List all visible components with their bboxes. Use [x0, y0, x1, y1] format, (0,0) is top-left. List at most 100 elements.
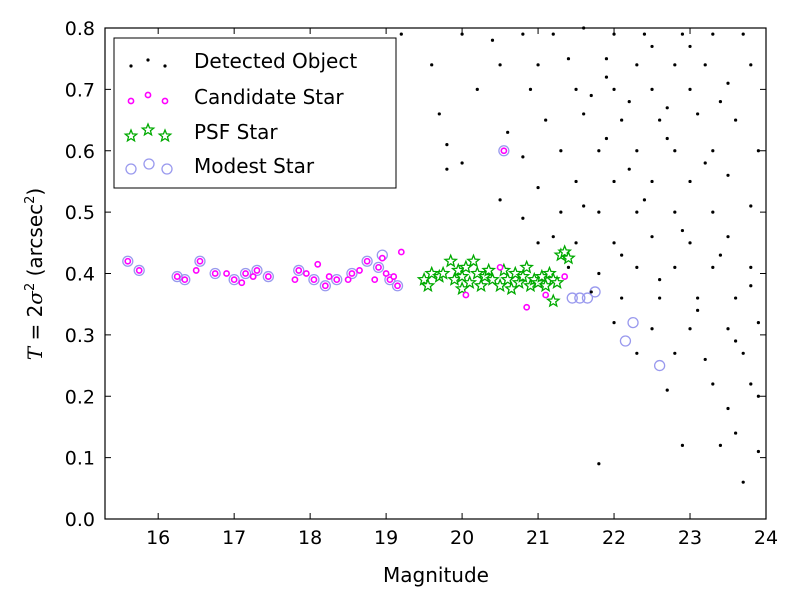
- detected-object-point: [703, 63, 707, 67]
- detected-object-point: [612, 179, 616, 184]
- detected-object-point: [756, 449, 761, 454]
- candidate-star-point: [253, 267, 261, 274]
- detected-object-point: [696, 112, 700, 116]
- modest-star-point: [251, 264, 263, 277]
- modest-star-point: [239, 267, 252, 280]
- detected-object-point: [665, 136, 669, 141]
- detected-object-point: [620, 253, 624, 257]
- x-tick-label: 20: [450, 527, 474, 549]
- detected-object-point: [544, 118, 548, 122]
- detected-object-point: [566, 265, 571, 269]
- psf-star-point: [534, 268, 550, 283]
- legend-marker-candidate: [144, 91, 152, 99]
- points-layer: [122, 26, 761, 484]
- detected-object-point: [612, 321, 616, 325]
- legend-label-detected: Detected Object: [194, 49, 357, 73]
- detected-object-point: [604, 57, 609, 61]
- legend-marker-psf: [140, 122, 156, 137]
- candidate-star-point: [135, 267, 143, 274]
- legend-marker-modest: [125, 163, 137, 175]
- detected-object-point: [665, 106, 669, 110]
- detected-object-point: [635, 351, 639, 355]
- legend: Detected Object Candidate Star PSF Star …: [113, 37, 397, 189]
- detected-object-point: [559, 210, 563, 214]
- modest-star-point: [627, 316, 639, 329]
- candidate-star-point: [230, 276, 238, 284]
- x-tick-label: 23: [678, 527, 702, 549]
- detected-object-point: [635, 63, 639, 67]
- y-label-eq: = 2: [23, 305, 47, 347]
- modest-star-point: [133, 264, 145, 277]
- detected-object-point: [734, 118, 738, 122]
- axis-ticks: 16 17 18 19 20 21 22 23 24 0.0 0.1 0.2 0.3 0.4 0.5 0.6 0…: [65, 18, 778, 549]
- detected-object-point: [650, 44, 654, 49]
- y-label-paren-close: ): [23, 188, 47, 196]
- candidate-star-point: [344, 276, 352, 284]
- psf-star-point: [435, 265, 451, 280]
- detected-object-point: [665, 388, 669, 392]
- detected-object-point: [726, 81, 730, 85]
- legend-box: [113, 37, 397, 189]
- x-tick-label: 24: [754, 527, 778, 549]
- x-tick-label: 21: [526, 527, 550, 549]
- modest-star-point: [308, 273, 320, 286]
- modest-star-point: [391, 280, 404, 292]
- detected-object-point: [635, 210, 639, 214]
- detected-object-point: [597, 271, 601, 276]
- detected-object-point: [711, 149, 715, 153]
- psf-star-point: [462, 274, 478, 289]
- candidate-star-point: [390, 273, 398, 280]
- detected-object-point: [597, 210, 601, 214]
- y-axis-label: T = 2σ2 (arcsec2): [23, 188, 47, 361]
- candidate-star-point: [223, 270, 230, 277]
- detected-object-point: [574, 241, 578, 245]
- y-label-sigma: σ: [23, 290, 47, 305]
- detected-object-point: [650, 179, 654, 184]
- detected-object-point: [574, 179, 578, 184]
- psf-star-point: [545, 293, 561, 308]
- modest-star-point: [179, 273, 191, 286]
- candidate-star-point: [211, 270, 219, 277]
- detected-object-point: [680, 32, 685, 36]
- y-tick-label: 0.5: [65, 202, 95, 224]
- legend-markers: [123, 58, 173, 175]
- detected-object-point: [756, 394, 761, 398]
- psf-star-point: [507, 265, 523, 280]
- detected-object-point: [620, 118, 624, 122]
- modest-star-point: [209, 267, 221, 280]
- detected-object-point: [650, 87, 654, 91]
- detected-object-point: [749, 382, 753, 386]
- detected-object-point: [696, 308, 700, 312]
- candidate-star-point: [542, 291, 550, 299]
- detected-object-point: [430, 63, 434, 67]
- detected-object-point: [658, 278, 662, 282]
- detected-object-point: [688, 179, 692, 184]
- candidate-star-point: [321, 282, 329, 290]
- candidate-star-point: [496, 263, 504, 271]
- detected-object-point: [597, 149, 601, 153]
- detected-object-point: [749, 204, 753, 208]
- detected-object-point: [445, 143, 449, 147]
- detected-object-point: [604, 75, 609, 79]
- legend-marker-psf: [123, 128, 139, 143]
- detected-object-point: [627, 100, 631, 104]
- detected-object-point: [688, 44, 692, 49]
- detected-object-point: [718, 253, 723, 257]
- candidate-star-point: [371, 276, 379, 284]
- x-tick-label: 17: [222, 527, 246, 549]
- y-tick-label: 0.2: [65, 386, 95, 408]
- candidate-star-point: [500, 147, 508, 155]
- candidate-star-point: [310, 276, 318, 284]
- candidate-star-point: [375, 263, 382, 271]
- candidate-star-point: [238, 279, 246, 287]
- modest-star-point: [653, 359, 666, 372]
- detected-object-point: [627, 167, 631, 171]
- modest-star-point: [331, 273, 343, 286]
- psf-star-point: [447, 271, 462, 286]
- modest-star-point: [574, 292, 586, 304]
- candidate-star-point: [333, 276, 341, 284]
- modest-star-point: [581, 292, 594, 304]
- psf-star-point: [481, 262, 497, 277]
- legend-marker-candidate: [127, 97, 135, 105]
